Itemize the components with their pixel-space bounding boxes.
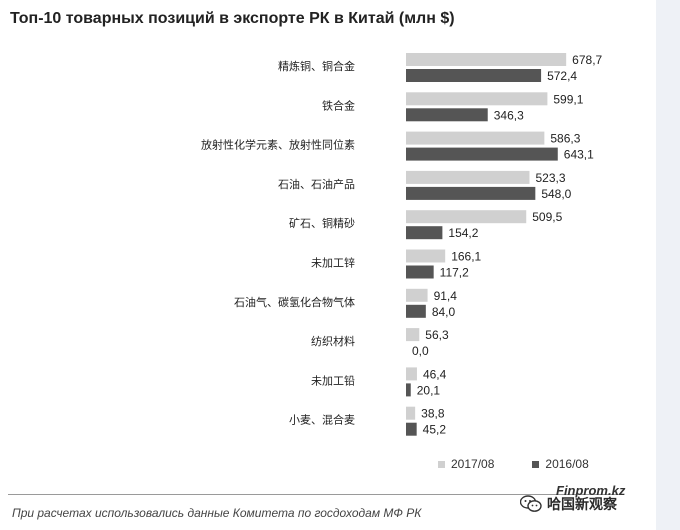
category-label: 铁合金 <box>322 98 355 112</box>
bar-2017 <box>406 249 446 263</box>
wechat-watermark: 哈国新观察 <box>520 494 617 514</box>
data-label: 599,1 <box>553 92 583 106</box>
category-label: 未加工铅 <box>311 373 355 387</box>
data-label: 38,8 <box>421 407 445 421</box>
bar-2016 <box>406 108 488 122</box>
bar-2016 <box>406 69 542 82</box>
chart-title: Топ-10 товарных позиций в экспорте РК в … <box>10 10 455 27</box>
bar-2016 <box>406 226 443 240</box>
bar-2016 <box>406 265 434 279</box>
data-label: 586,3 <box>550 132 580 146</box>
legend-swatch-2017 <box>438 460 445 468</box>
data-label: 91,4 <box>434 289 458 303</box>
bar-2016 <box>406 147 558 161</box>
data-label: 548,0 <box>541 187 571 201</box>
data-label: 46,4 <box>423 367 447 381</box>
data-label: 346,3 <box>494 108 524 122</box>
bar-2017 <box>406 131 545 145</box>
bar-2017 <box>406 288 428 302</box>
legend: 2017/08 2016/08 <box>438 457 589 471</box>
bar-2016 <box>406 186 536 200</box>
bar-2017 <box>406 367 417 381</box>
data-label: 643,1 <box>564 148 594 162</box>
data-label: 56,3 <box>425 328 449 342</box>
wechat-icon <box>520 495 542 512</box>
data-label: 509,5 <box>532 210 562 224</box>
category-label: 纺织材料 <box>311 334 355 348</box>
category-label: 精炼铜、铜合金 <box>278 59 355 73</box>
bar-2017 <box>406 92 548 106</box>
bar-2017 <box>406 406 416 420</box>
legend-label-2017: 2017/08 <box>451 457 495 471</box>
bar-2016 <box>406 304 426 318</box>
legend-item-2016: 2016/08 <box>532 457 589 471</box>
source-note: При расчетах использовались данные Комит… <box>12 506 422 520</box>
chart-frame <box>0 0 656 530</box>
brand-watermark: Finprom.kz <box>556 483 626 498</box>
data-label: 0,0 <box>412 344 429 358</box>
data-label: 117,2 <box>440 266 469 280</box>
category-label: 放射性化学元素、放射性同位素 <box>201 138 355 152</box>
category-label: 石油气、碳氢化合物气体 <box>234 295 355 309</box>
category-label: 矿石、铜精砂 <box>289 216 355 230</box>
category-label: 石油、石油产品 <box>278 177 355 191</box>
data-label: 154,2 <box>448 226 478 240</box>
data-label: 45,2 <box>423 423 447 437</box>
legend-item-2017: 2017/08 <box>438 457 494 471</box>
wechat-account-name: 哈国新观察 <box>547 497 617 513</box>
bar-2017 <box>406 210 527 224</box>
data-label: 166,1 <box>451 250 481 264</box>
bar-2016 <box>406 422 417 436</box>
category-label: 未加工锌 <box>311 256 355 270</box>
bar-2016 <box>406 383 411 397</box>
footer-divider <box>8 494 620 495</box>
data-label: 84,0 <box>432 305 456 319</box>
data-label: 523,3 <box>535 171 565 185</box>
legend-label-2016: 2016/08 <box>545 457 589 471</box>
legend-swatch-2016 <box>532 460 540 468</box>
category-label: 小麦、混合麦 <box>289 413 355 427</box>
bar-2017 <box>406 170 530 184</box>
data-label: 572,4 <box>547 69 577 83</box>
bar-chart: 精炼铜、铜合金 678,7 572,4 铁合金 599,1 346,3 放射性化学元素、放射… <box>201 53 603 437</box>
right-margin <box>656 0 680 530</box>
data-label: 20,1 <box>417 383 441 397</box>
data-label: 678,7 <box>572 53 602 67</box>
bar-2017 <box>406 53 567 66</box>
bar-2017 <box>406 328 420 342</box>
